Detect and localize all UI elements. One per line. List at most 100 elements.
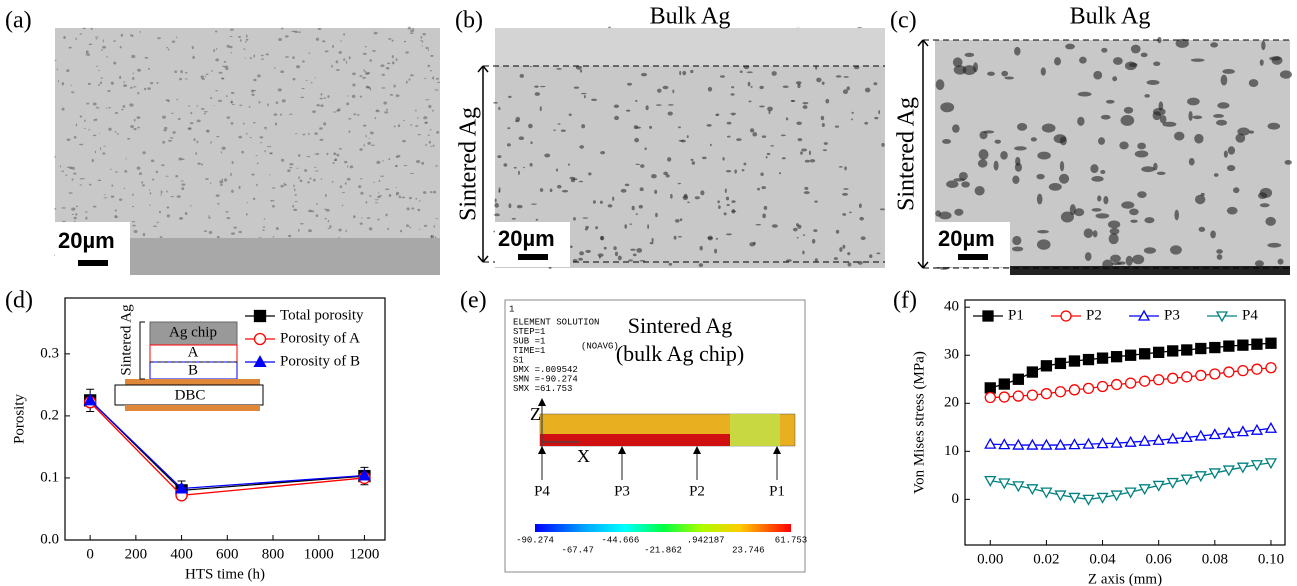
pore <box>340 40 342 42</box>
pore <box>368 86 371 90</box>
pore <box>200 163 204 166</box>
pore <box>246 34 248 38</box>
point-label: P4 <box>534 483 550 499</box>
solution-text: ELEMENT SOLUTION <box>513 317 599 327</box>
layer-label: Bulk Ag <box>650 4 731 30</box>
marker <box>1054 490 1067 502</box>
pore <box>348 117 352 120</box>
x-tick-label: 800 <box>262 546 285 562</box>
pore <box>803 191 810 195</box>
pore <box>780 134 786 137</box>
marker <box>1222 465 1235 477</box>
pore <box>1254 260 1264 267</box>
pore <box>395 187 398 189</box>
pore <box>781 157 786 160</box>
pore <box>295 132 298 135</box>
pore <box>1267 242 1282 248</box>
pore <box>226 95 228 98</box>
pore <box>200 107 205 110</box>
pore <box>298 228 300 232</box>
pore <box>68 192 73 194</box>
pore <box>384 111 389 114</box>
pore <box>221 65 225 68</box>
pore <box>313 166 317 168</box>
pore <box>103 145 106 147</box>
pore <box>753 241 756 245</box>
pore <box>203 111 208 113</box>
panel-label: (e) <box>460 288 487 314</box>
pore <box>497 155 502 159</box>
marker <box>1236 425 1249 437</box>
pore <box>380 64 385 68</box>
pore <box>302 133 306 136</box>
pore <box>158 210 162 214</box>
pore <box>85 51 88 54</box>
pore <box>707 86 713 92</box>
pore <box>1011 246 1024 252</box>
pore <box>165 99 170 102</box>
pore <box>166 206 170 209</box>
pore <box>96 65 98 68</box>
pore <box>54 60 57 62</box>
pore <box>1053 134 1067 144</box>
x-tick-label: 0.00 <box>977 551 1003 567</box>
pore <box>580 69 583 73</box>
pore <box>1092 230 1098 238</box>
pore <box>879 208 885 211</box>
pore <box>79 184 82 186</box>
pore <box>635 213 638 215</box>
marker <box>1236 462 1249 474</box>
pore <box>842 244 846 249</box>
pore <box>344 182 347 185</box>
marker <box>1237 364 1249 377</box>
pore <box>598 255 601 259</box>
marker <box>984 437 997 449</box>
pore <box>952 57 963 68</box>
pore <box>415 197 418 200</box>
pore <box>348 56 351 60</box>
marker <box>1096 352 1109 364</box>
pore <box>595 226 598 230</box>
pore <box>792 227 798 232</box>
pore <box>670 193 673 199</box>
pore <box>346 102 350 106</box>
pore <box>686 135 689 139</box>
pore <box>568 163 570 166</box>
solution-text: S1 <box>513 355 524 365</box>
pore <box>275 101 279 104</box>
pore <box>359 75 363 77</box>
pore <box>220 183 223 186</box>
pore <box>68 46 72 49</box>
pore <box>940 102 955 113</box>
pore <box>410 173 414 175</box>
pore <box>292 204 294 208</box>
marker <box>1124 377 1137 389</box>
pore <box>256 183 258 187</box>
pore <box>1012 235 1022 246</box>
pore <box>104 194 106 196</box>
pore <box>301 87 305 90</box>
pore <box>1113 57 1123 65</box>
pore <box>289 163 294 166</box>
pore <box>385 67 390 70</box>
pore <box>395 165 397 168</box>
pore <box>690 69 694 74</box>
pore <box>167 100 170 103</box>
pore <box>324 50 329 53</box>
pore <box>1249 130 1254 134</box>
pore <box>137 68 142 72</box>
pore <box>771 224 778 228</box>
pore <box>983 130 995 134</box>
pore <box>1223 150 1228 158</box>
pore <box>436 81 441 83</box>
pore <box>760 172 764 176</box>
pore <box>179 216 184 220</box>
pore <box>88 43 93 46</box>
pore <box>251 93 255 97</box>
pore <box>418 200 421 202</box>
marker <box>1040 438 1053 450</box>
scale-text: 20µm <box>498 226 555 251</box>
marker <box>1250 423 1264 435</box>
pore <box>149 192 152 195</box>
inset-cu <box>125 405 260 411</box>
